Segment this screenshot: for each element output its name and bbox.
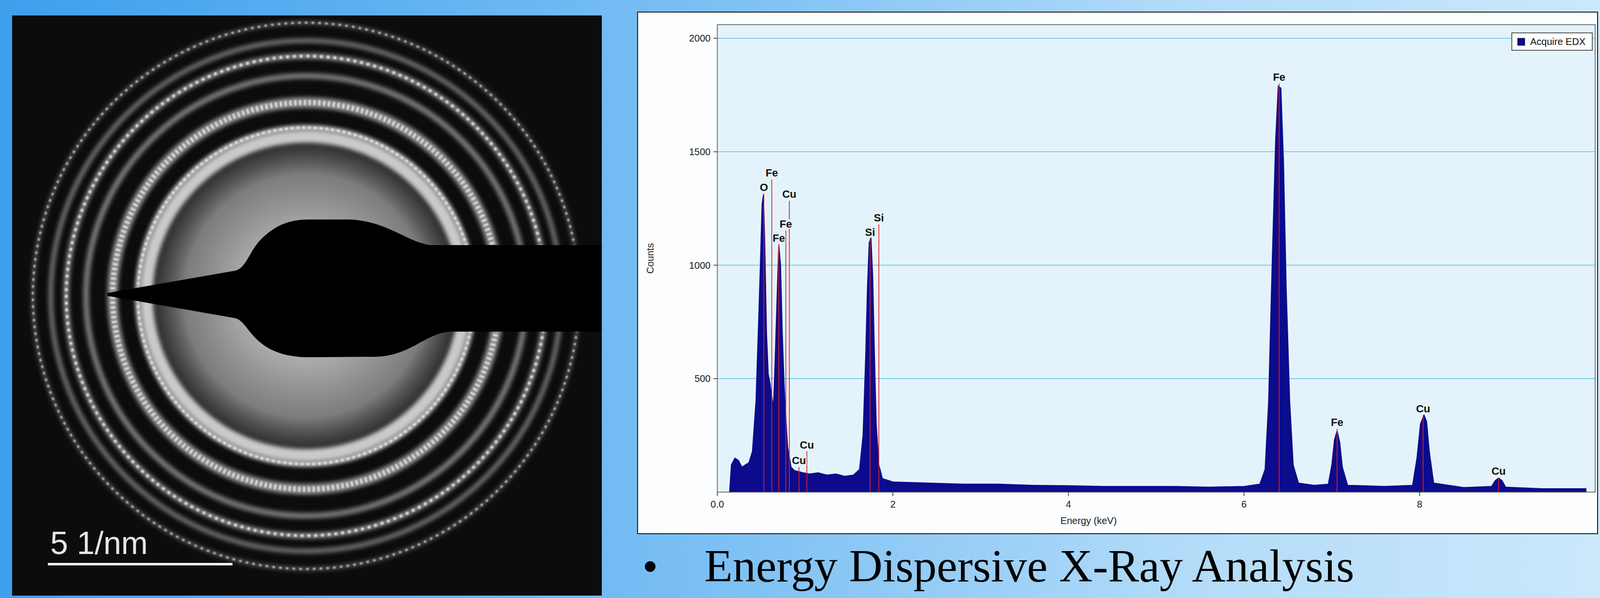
peak-marker	[798, 466, 800, 493]
peak-marker	[1422, 415, 1424, 493]
y-axis-title: Counts	[644, 243, 656, 274]
x-tick	[1068, 492, 1070, 496]
chart-panel	[637, 12, 1598, 534]
y-tick-label: 2000	[689, 32, 712, 44]
peak-marker	[806, 451, 808, 493]
peak-marker	[878, 224, 880, 493]
legend-swatch	[1517, 38, 1526, 46]
caption: Energy Dispersive X-Ray Analysis	[704, 539, 1355, 592]
grid-line	[717, 264, 1596, 266]
x-tick	[892, 492, 894, 496]
x-tick-label: 4	[1065, 498, 1072, 510]
x-tick-label: 2	[890, 498, 896, 510]
peak-label: Si	[873, 211, 885, 224]
x-axis-title: Energy (keV)	[1060, 515, 1118, 526]
legend-label: Acquire EDX	[1530, 36, 1586, 47]
y-tick-label: 1000	[689, 260, 712, 271]
peak-marker	[763, 193, 765, 493]
y-tick-label: 500	[694, 373, 711, 384]
plot-frame	[717, 24, 1596, 493]
slide: 5 1/nm5001000150020000.02468OFeFeFeCuCuC…	[0, 0, 1600, 598]
legend-box	[1512, 32, 1593, 51]
x-tick	[1243, 492, 1245, 496]
scale-bar-label: 5 1/nm	[50, 524, 148, 561]
x-tick-label: 8	[1416, 498, 1423, 510]
bullet	[644, 561, 656, 572]
peak-marker	[771, 179, 773, 493]
peak-marker	[1278, 83, 1280, 493]
peak-label: Cu	[782, 188, 797, 201]
legend: Acquire EDX	[1512, 32, 1593, 51]
peak-label: Fe	[772, 232, 786, 245]
peak-labels: OFeFeFeCuCuCuSiSiFeFeCuCu	[759, 71, 1506, 478]
x-tick	[1419, 492, 1421, 496]
peak-label: Si	[865, 226, 876, 239]
peak-label: O	[759, 181, 769, 194]
peak-label: Fe	[1272, 71, 1286, 84]
spectrum-line	[729, 86, 1586, 493]
peak-label: Fe	[1330, 416, 1344, 429]
peak-marker	[778, 244, 780, 493]
plot-area	[717, 24, 1596, 493]
y-tick	[713, 378, 718, 380]
diffraction-image: 5 1/nm	[12, 15, 602, 596]
image-background	[12, 15, 602, 596]
peak-marker	[1498, 477, 1499, 493]
scale-bar	[47, 563, 233, 566]
grid-line	[717, 37, 1596, 39]
grid-line	[717, 378, 1596, 380]
y-tick	[713, 151, 718, 153]
label-patches	[759, 72, 1507, 477]
peak-label: Cu	[791, 454, 806, 467]
peak-label: Fe	[779, 218, 793, 231]
spectrum-fill	[729, 86, 1586, 493]
peak-marker	[788, 200, 790, 493]
y-tick-label: 1500	[689, 146, 712, 158]
y-tick	[713, 37, 718, 39]
peak-label: Cu	[1491, 465, 1506, 478]
peak-marker	[785, 230, 787, 493]
x-tick-label: 6	[1241, 498, 1247, 510]
data-group	[729, 83, 1586, 493]
x-tick	[716, 492, 718, 496]
peak-marker	[1336, 428, 1338, 493]
y-tick	[713, 264, 718, 266]
peak-marker	[869, 238, 871, 493]
peak-label: Cu	[1415, 402, 1430, 415]
peak-label: Fe	[765, 166, 779, 179]
grid-line	[717, 151, 1596, 153]
beam-stop	[107, 219, 602, 358]
peak-label: Cu	[800, 438, 815, 451]
x-tick-label: 0.0	[710, 498, 725, 510]
